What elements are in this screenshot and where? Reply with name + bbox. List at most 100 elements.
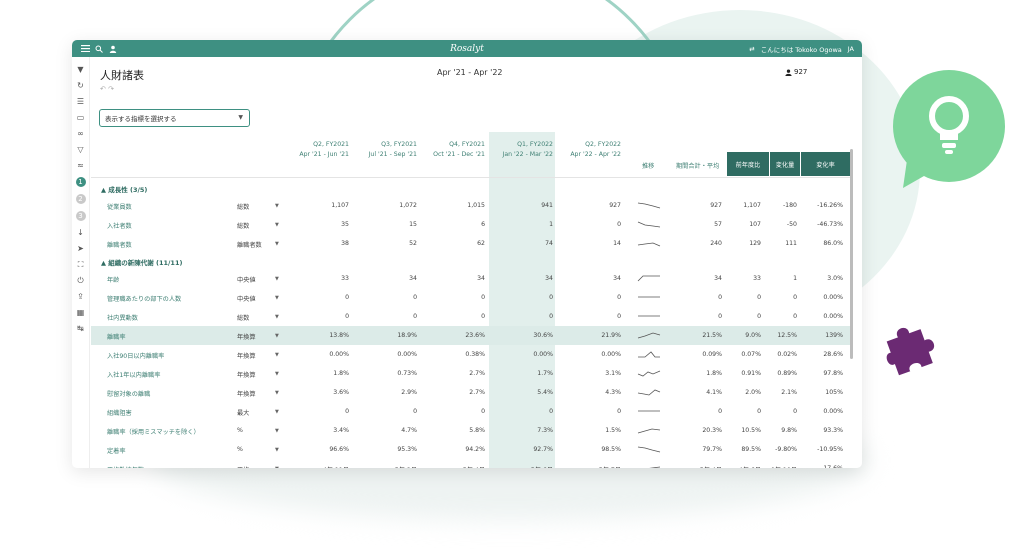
chevron-down-icon[interactable]: ▼ [275,276,279,282]
row-unit: 総数 [237,223,250,230]
chevron-down-icon[interactable]: ▼ [275,314,279,320]
table-row[interactable]: 離職率 年換算 ▼ 13.8% 18.9% 23.6% 30.6% 21.9% 21.5% 9.0… [91,326,851,345]
change-amount-value: -50 [786,221,797,228]
quarter-value: 0 [617,294,621,301]
rocket-icon[interactable]: ➤ [77,244,84,253]
yoy-header[interactable]: 前年度比 [727,152,769,176]
row-label[interactable]: 離職率（採用ミスマッチを除く） [107,429,200,436]
row-label[interactable]: 従業員数 [107,204,132,211]
table-row[interactable]: 年齢 中央値 ▼ 33 34 34 34 34 34 33 1 3.0% [91,269,851,288]
table-row[interactable]: 離職者数 離職者数 ▼ 38 52 62 74 14 240 129 111 86.0% [91,234,851,253]
quarter-value: 2.9% [401,389,417,396]
row-label[interactable]: 組織阻害 [107,410,132,417]
chevron-down-icon[interactable]: ▼ [275,390,279,396]
table-row[interactable]: 管理職あたりの部下の人数 中央値 ▼ 0 0 0 0 0 0 0 0 0.00% [91,288,851,307]
table-row[interactable]: 入社1年以内離職率 年換算 ▼ 1.8% 0.73% 2.7% 1.7% 3.1% 1.8% 0.… [91,364,851,383]
change-amount-header[interactable]: 変化量 [770,152,800,176]
yoy-value: 4年 6月 [701,465,761,468]
chevron-down-icon[interactable]: ▼ [275,241,279,247]
quarter-value: 5年 7月 [561,465,621,468]
pin-icon[interactable]: ↓ [77,228,84,237]
change-rate-value: 86.0% [823,240,843,247]
table-row[interactable]: 従業員数 総数 ▼ 1,107 1,072 1,015 941 927 927 1,107 -180… [91,196,851,215]
undo-redo-icon[interactable]: ↶ ↷ [100,85,114,93]
card-icon[interactable]: ▭ [76,113,85,122]
change-rate-value: 28.6% [823,351,843,358]
table-row[interactable]: 平均勤続年数 平均 ▼ 4年 11月 5年 2月 5年 4月 5年 6月 5年 7月 5年 4月… [91,459,851,468]
filter-icon[interactable]: ▼ [77,65,84,74]
column-header[interactable]: Q2, FY2021 Apr '21 - Jun '21 [269,140,349,160]
column-header[interactable]: Q3, FY2021 Jul '21 - Sep '21 [337,140,417,160]
expand-icon[interactable]: ⛶ [77,260,84,269]
table-row[interactable]: 入社者数 総数 ▼ 35 15 6 1 0 57 107 -50 -46.73% [91,215,851,234]
share-icon[interactable]: ⇪ [77,292,84,301]
language-label[interactable]: JA [847,44,854,53]
quarter-value: 34 [613,275,621,282]
row-label[interactable]: 社内異動数 [107,315,138,322]
chevron-down-icon[interactable]: ▼ [275,222,279,228]
section-header[interactable]: ▲ 組織の新陳代謝 (11/11) [91,253,851,269]
menu-icon[interactable] [80,44,90,54]
chevron-down-icon[interactable]: ▼ [275,447,279,453]
column-header[interactable]: Q4, FY2021 Oct '21 - Dec '21 [405,140,485,160]
quarter-value: 23.6% [465,332,485,339]
step-3-button[interactable]: 3 [75,211,86,221]
row-label[interactable]: 入社1年以内離職率 [107,372,161,379]
change-rate-value: 105% [825,389,843,396]
quarter-value: 18.9% [397,332,417,339]
metric-select[interactable]: 表示する指標を選択する ▼ [99,109,250,127]
table-row[interactable]: 定着率% ▼ 96.6% 95.3% 94.2% 92.7% 98.5% 79.7% 89.5%… [91,440,851,459]
quarter-value: 96.6% [329,446,349,453]
change-rate-value: 0.00% [823,313,843,320]
change-rate-header[interactable]: 変化率 [801,152,850,176]
section-header[interactable]: ▲ 成長性 (3/5) [91,180,851,196]
row-label[interactable]: 慰留対象の離職 [107,391,151,398]
table-row[interactable]: 慰留対象の離職 年換算 ▼ 3.6% 2.9% 2.7% 5.4% 4.3% 4.1% 2.0% 2… [91,383,851,402]
yoy-value: 0.07% [741,351,761,358]
chevron-down-icon[interactable]: ▼ [275,371,279,377]
quarter-value: 0 [617,221,621,228]
binoculars-icon[interactable]: ∞ [77,129,84,138]
power-icon[interactable]: ⏻ [77,276,84,285]
step-2-button[interactable]: 2 [75,194,86,204]
chevron-down-icon[interactable]: ▼ [275,409,279,415]
chevron-down-icon[interactable]: ▼ [275,428,279,434]
change-amount-value: 9.8% [781,427,797,434]
table-scrollbar[interactable] [850,149,853,359]
step-1-button[interactable]: 1 [75,177,86,187]
trend-sparkline [638,315,660,317]
table-row[interactable]: 離職率（採用ミスマッチを除く）% ▼ 3.4% 4.7% 5.8% 7.3% 1.5% 20.… [91,421,851,440]
language-switch-icon[interactable]: ⇄ [749,44,755,53]
funnel-icon[interactable]: ▽ [77,145,84,154]
lightbulb-icon [893,70,1005,188]
table-row[interactable]: 入社90日以内離職率 年換算 ▼ 0.00% 0.00% 0.38% 0.00% 0.00% 0… [91,345,851,364]
chart-icon[interactable]: ≈ [77,161,84,170]
chevron-down-icon[interactable]: ▼ [275,295,279,301]
puzzle-icon [886,327,935,376]
refresh-icon[interactable]: ↻ [77,81,84,90]
row-label[interactable]: 離職者数 [107,242,132,249]
search-icon[interactable] [94,44,104,54]
yoy-value: 33 [753,275,761,282]
row-label[interactable]: 離職率 [107,334,126,341]
chevron-down-icon[interactable]: ▼ [275,333,279,339]
row-label[interactable]: 平均勤続年数 [107,465,144,468]
chevron-down-icon[interactable]: ▼ [275,352,279,358]
calendar-icon[interactable]: ▦ [76,308,85,317]
table-row[interactable]: 組織阻害 最大 ▼ 0 0 0 0 0 0 0 0 0.00% [91,402,851,421]
row-label[interactable]: 年齢 [107,277,120,284]
row-label[interactable]: 定着率 [107,448,126,455]
row-label[interactable]: 入社90日以内離職率 [107,353,165,360]
link-icon[interactable]: ↹ [77,324,84,333]
user-icon[interactable] [108,44,118,54]
row-label[interactable]: 入社者数 [107,223,132,230]
column-header[interactable]: Q2, FY2022 Apr '22 - Apr '22 [541,140,621,160]
chevron-down-icon[interactable]: ▼ [275,203,279,209]
list-icon[interactable]: ☰ [76,97,85,106]
row-label[interactable]: 管理職あたりの部下の人数 [107,296,182,303]
column-header[interactable]: Q1, FY2022 Jan '22 - Mar '22 [473,140,553,160]
yoy-value: 0 [757,313,761,320]
chevron-down-icon[interactable]: ▼ [275,466,279,468]
quarter-value: 33 [341,275,349,282]
table-row[interactable]: 社内異動数 総数 ▼ 0 0 0 0 0 0 0 0 0.00% [91,307,851,326]
